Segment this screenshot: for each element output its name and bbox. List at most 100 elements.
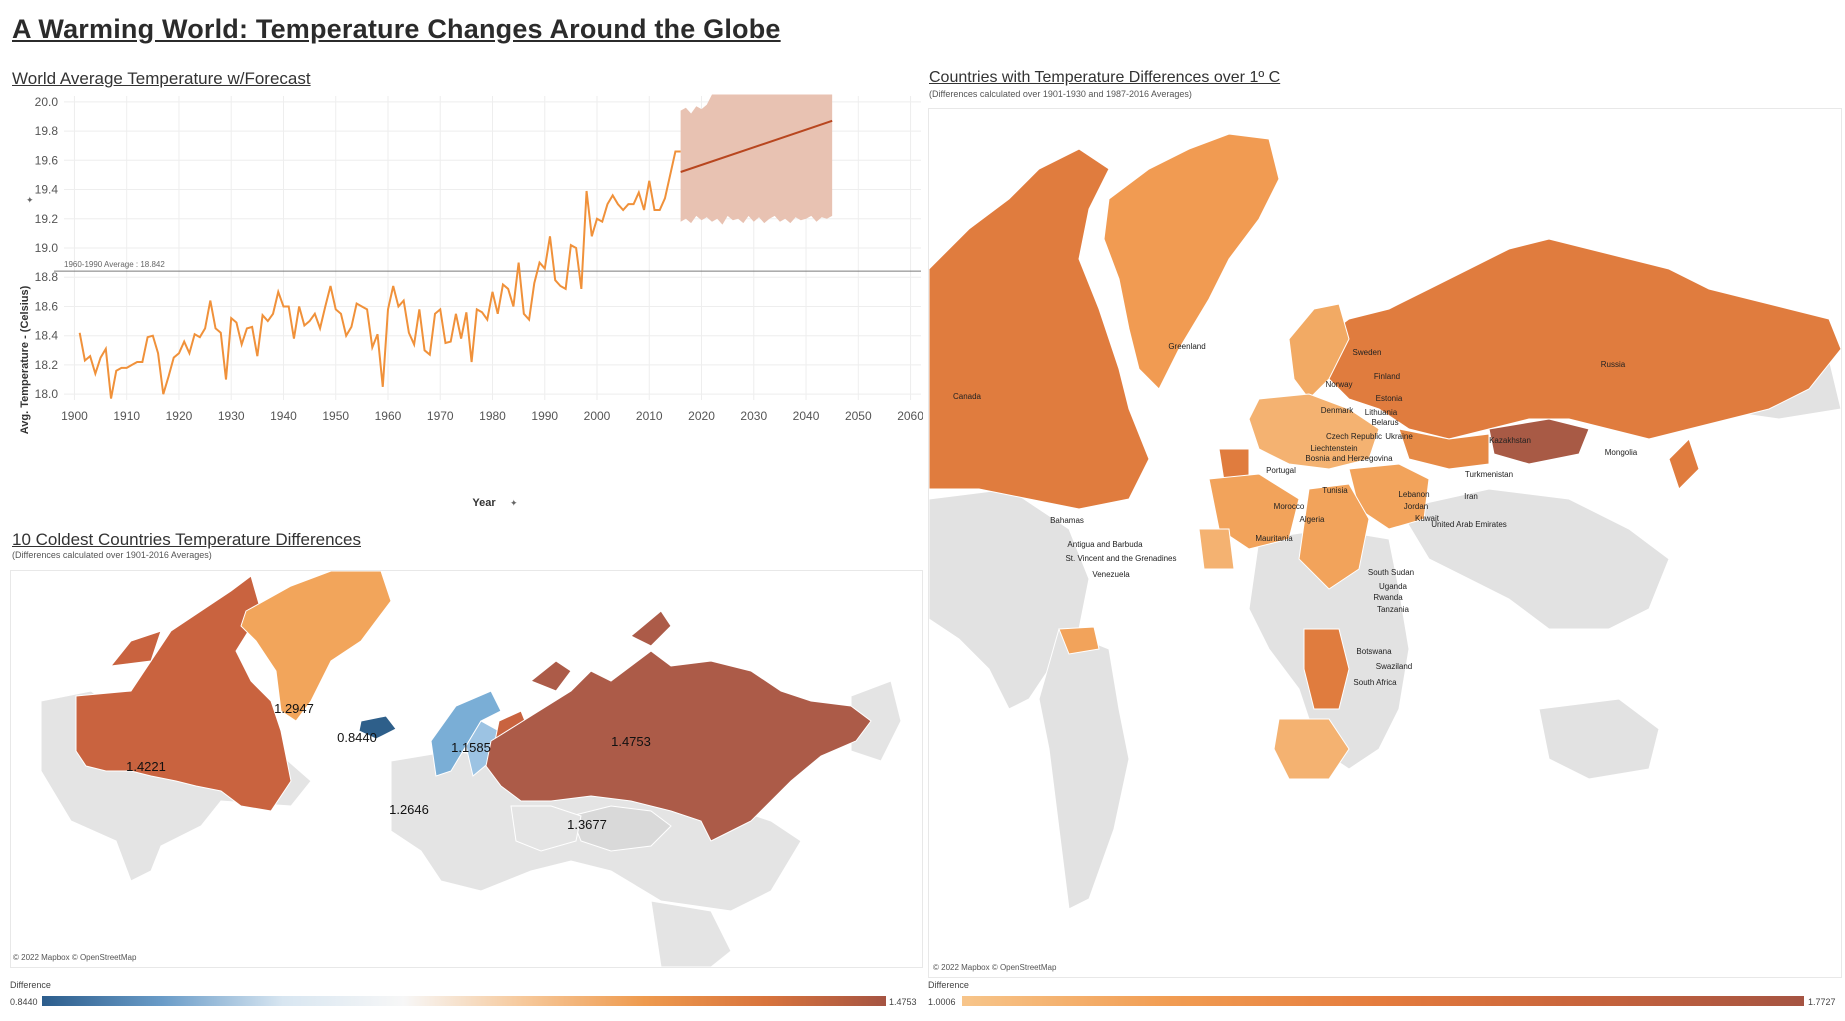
- coldest-map-canvas[interactable]: 1.2947 0.8440 1.1585 1.4753 1.4221 1.2646 1.36…: [11, 571, 922, 967]
- country-label: Rwanda: [1373, 593, 1403, 602]
- severnaya-zemlya[interactable]: [630, 610, 672, 647]
- over-map-credit: © 2022 Mapbox © OpenStreetMap: [933, 963, 1057, 972]
- y-tick-label: 18.0: [35, 387, 59, 401]
- country-label: Morocco: [1274, 502, 1305, 511]
- country-label: Estonia: [1376, 394, 1403, 403]
- coldest-map[interactable]: 1.2947 0.8440 1.1585 1.4753 1.4221 1.2646 1.36…: [10, 570, 923, 968]
- kazakhstan-region[interactable]: [1398, 428, 1490, 470]
- country-label: St. Vincent and the Grenadines: [1065, 554, 1176, 563]
- southern-africa-region[interactable]: [1273, 718, 1350, 780]
- x-axis-pin-icon[interactable]: ✦: [510, 498, 518, 508]
- actual-series-line: [78, 150, 681, 399]
- arabia-region[interactable]: [1298, 483, 1370, 590]
- x-tick-label: 1920: [166, 409, 193, 423]
- map-value-label: 1.1585: [451, 740, 491, 755]
- over-map[interactable]: Greenland Canada Russia Mongolia Kazakhstan S…: [928, 108, 1842, 978]
- x-tick-label: 1930: [218, 409, 245, 423]
- forecast-series-line: [680, 119, 833, 173]
- country-label: Finland: [1374, 372, 1400, 381]
- map-value-label: 1.4221: [126, 759, 166, 774]
- dashboard-title: A Warming World: Temperature Changes Aro…: [12, 14, 781, 44]
- japan-region[interactable]: [1668, 438, 1700, 490]
- country-label: Bosnia and Herzegovina: [1305, 454, 1393, 463]
- x-tick-label: 1960: [375, 409, 402, 423]
- coldest-legend-title: Difference: [10, 980, 51, 990]
- mongolia-region[interactable]: [1488, 418, 1590, 465]
- country-label: South Sudan: [1368, 568, 1414, 577]
- x-tick-label: 1990: [531, 409, 558, 423]
- x-tick-label: 1950: [322, 409, 349, 423]
- y-tick-label: 18.4: [35, 329, 59, 343]
- australia-land: [1538, 698, 1660, 780]
- country-label: Algeria: [1300, 515, 1325, 524]
- x-tick-label: 2000: [584, 409, 611, 423]
- x-tick-label: 2010: [636, 409, 663, 423]
- coldest-legend-min: 0.8440: [10, 997, 38, 1007]
- coldest-legend-ramp: [42, 996, 886, 1006]
- x-tick-label: 1970: [427, 409, 454, 423]
- x-tick-label: 1900: [61, 409, 88, 423]
- canada-region[interactable]: [75, 575, 292, 812]
- x-tick-label: 2020: [688, 409, 715, 423]
- south-america-land: [1038, 628, 1130, 910]
- x-tick-label: 2030: [740, 409, 767, 423]
- asia-land: [1398, 488, 1670, 630]
- y-tick-label: 18.8: [35, 270, 59, 284]
- mauritania-region[interactable]: [1198, 528, 1235, 570]
- scandinavia-region[interactable]: [1288, 303, 1350, 400]
- canada-islands[interactable]: [109, 630, 162, 667]
- over-map-subtitle: (Differences calculated over 1901-1930 a…: [929, 89, 1192, 99]
- country-label: Swaziland: [1376, 662, 1412, 671]
- country-label: Russia: [1601, 360, 1626, 369]
- country-label: Ukraine: [1385, 432, 1413, 441]
- over-map-canvas[interactable]: Greenland Canada Russia Mongolia Kazakhstan S…: [929, 109, 1841, 977]
- map-value-label: 0.8440: [337, 730, 377, 745]
- reference-line-label: 1960-1990 Average : 18.842: [64, 260, 165, 269]
- country-label: Kuwait: [1415, 514, 1440, 523]
- y-tick-label: 20.0: [35, 95, 59, 109]
- country-label: Jordan: [1404, 502, 1428, 511]
- country-label: Belarus: [1371, 418, 1398, 427]
- y-axis-label: Avg. Temperature - (Celsius): [19, 285, 31, 434]
- iceland-region[interactable]: [358, 715, 397, 740]
- novaya-zemlya[interactable]: [530, 660, 572, 692]
- mongolia-region[interactable]: [570, 805, 672, 852]
- country-label: Lebanon: [1398, 490, 1429, 499]
- y-tick-label: 18.6: [35, 299, 59, 313]
- country-label: Sweden: [1353, 348, 1382, 357]
- country-label: Uganda: [1379, 582, 1408, 591]
- greenland-region[interactable]: [240, 571, 392, 722]
- coldest-legend-max: 1.4753: [889, 997, 917, 1007]
- country-label: Czech Republic: [1326, 432, 1382, 441]
- country-label: Mauritania: [1255, 534, 1293, 543]
- canada-region[interactable]: [929, 148, 1150, 510]
- over-legend-max: 1.7727: [1808, 997, 1836, 1007]
- usa-land: [929, 488, 1090, 710]
- russia-region[interactable]: [485, 650, 872, 842]
- east-africa-region[interactable]: [1303, 628, 1350, 710]
- y-axis-pin-icon[interactable]: ✦: [26, 195, 34, 205]
- over-legend-min: 1.0006: [928, 997, 956, 1007]
- over-map-title: Countries with Temperature Differences o…: [929, 69, 1281, 86]
- country-label: Antigua and Barbuda: [1067, 540, 1143, 549]
- line-chart[interactable]: 1960-1990 Average : 18.842 18.0 18.2 18.4 1…: [8, 90, 924, 510]
- country-label: Mongolia: [1605, 448, 1638, 457]
- over-legend-ramp: [962, 996, 1804, 1006]
- greenland-region[interactable]: [1103, 133, 1280, 390]
- map-value-label: 1.3677: [567, 817, 607, 832]
- x-tick-label: 2060: [897, 409, 923, 423]
- country-label: Liechtenstein: [1310, 444, 1357, 453]
- venezuela-region[interactable]: [1058, 626, 1100, 655]
- country-label: Bahamas: [1050, 516, 1084, 525]
- kazakhstan-region: [510, 805, 582, 852]
- map-value-label: 1.4753: [611, 734, 651, 749]
- x-tick-label: 1910: [113, 409, 140, 423]
- europe-region[interactable]: [1248, 393, 1380, 470]
- forecast-band: [680, 94, 833, 225]
- line-chart-panel: 1960-1990 Average : 18.842 18.0 18.2 18.4 1…: [8, 90, 924, 510]
- country-label: Kazakhstan: [1489, 436, 1531, 445]
- x-tick-label: 1980: [479, 409, 506, 423]
- coldest-map-credit: © 2022 Mapbox © OpenStreetMap: [13, 953, 137, 962]
- x-tick-label: 1940: [270, 409, 297, 423]
- country-label: South Africa: [1353, 678, 1397, 687]
